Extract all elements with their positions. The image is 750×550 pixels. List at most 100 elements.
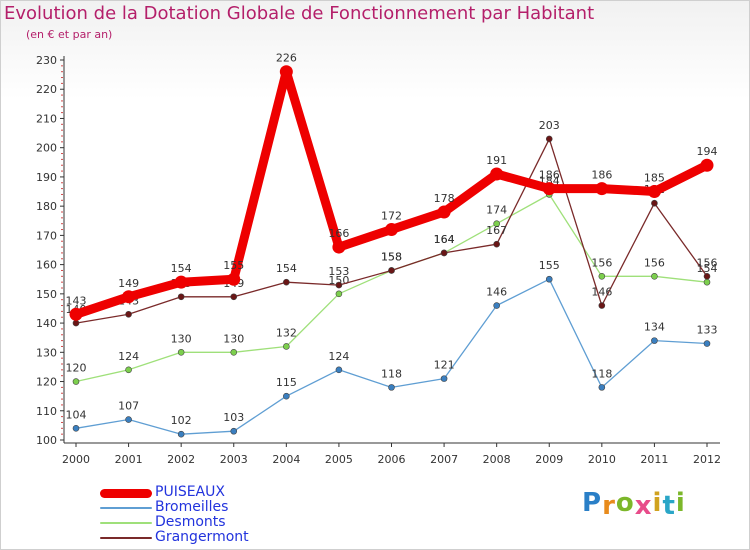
data-point-grangermont xyxy=(703,273,711,280)
data-point-bromeilles xyxy=(177,430,185,438)
data-label-bromeilles: 102 xyxy=(171,414,192,427)
data-point-puiseaux xyxy=(69,307,83,321)
legend-swatch xyxy=(100,537,152,539)
data-label-bromeilles: 118 xyxy=(381,367,402,380)
logo-letter: t xyxy=(662,491,676,521)
y-tick-label: 150 xyxy=(36,288,57,301)
data-label-desmonts: 158 xyxy=(381,250,402,263)
logo-letter: o xyxy=(615,488,635,518)
data-label-grangermont: 167 xyxy=(486,224,507,237)
data-label-bromeilles: 118 xyxy=(591,367,612,380)
data-point-desmonts xyxy=(230,349,238,356)
data-label-bromeilles: 155 xyxy=(539,259,560,272)
data-point-desmonts xyxy=(335,290,343,298)
data-point-puiseaux xyxy=(332,240,346,254)
y-tick-label: 170 xyxy=(36,229,57,242)
x-tick-label: 2004 xyxy=(272,453,300,466)
x-tick-label: 2012 xyxy=(693,453,721,466)
data-label-grangermont: 156 xyxy=(697,256,718,269)
x-tick-label: 2003 xyxy=(220,453,248,466)
data-label-grangermont: 154 xyxy=(276,262,297,275)
data-point-grangermont xyxy=(493,240,500,248)
data-point-grangermont xyxy=(177,293,185,301)
logo-letter: P xyxy=(582,488,603,518)
data-label-grangermont: 158 xyxy=(381,250,402,263)
data-label-puiseaux: 154 xyxy=(171,262,192,275)
data-label-desmonts: 164 xyxy=(434,233,455,246)
data-point-bromeilles xyxy=(703,340,711,347)
y-tick-label: 210 xyxy=(36,112,57,125)
data-label-desmonts: 132 xyxy=(276,326,297,339)
data-point-grangermont xyxy=(545,135,553,143)
data-label-desmonts: 174 xyxy=(486,204,507,217)
x-tick-label: 2008 xyxy=(483,453,511,466)
series-line-bromeilles xyxy=(75,278,708,435)
logo-letter: r xyxy=(602,491,616,521)
data-label-desmonts: 156 xyxy=(591,256,612,269)
data-point-puiseaux xyxy=(490,167,504,181)
data-point-grangermont xyxy=(440,249,448,257)
y-tick-label: 100 xyxy=(36,434,57,447)
proxiti-logo: Proxiti xyxy=(582,488,686,521)
data-label-bromeilles: 146 xyxy=(486,286,507,299)
data-label-puiseaux: 172 xyxy=(381,210,402,223)
data-point-grangermont xyxy=(125,311,132,318)
data-point-grangermont xyxy=(72,319,80,327)
data-point-desmonts xyxy=(703,278,711,286)
legend-label: Desmonts xyxy=(155,514,226,530)
y-tick-label: 130 xyxy=(36,346,57,359)
data-label-bromeilles: 133 xyxy=(697,324,718,337)
data-point-bromeilles xyxy=(545,275,553,283)
data-point-puiseaux xyxy=(279,65,293,79)
data-point-puiseaux xyxy=(174,275,188,289)
data-point-bromeilles xyxy=(651,337,658,344)
y-tick-label: 140 xyxy=(36,317,57,330)
y-tick-label: 160 xyxy=(36,259,57,272)
data-label-puiseaux: 143 xyxy=(66,294,87,307)
logo-letter: i xyxy=(675,488,686,518)
data-label-bromeilles: 104 xyxy=(66,408,87,421)
x-tick-label: 2000 xyxy=(62,453,90,466)
data-point-puiseaux xyxy=(385,223,398,237)
legend-label: PUISEAUX xyxy=(155,484,225,500)
y-tick-label: 120 xyxy=(36,376,57,389)
x-tick-label: 2007 xyxy=(430,453,458,466)
y-tick-label: 180 xyxy=(36,200,57,213)
data-point-bromeilles xyxy=(283,392,290,400)
data-point-grangermont xyxy=(230,293,238,301)
data-label-grangermont: 164 xyxy=(434,233,455,246)
data-point-puiseaux xyxy=(227,272,241,286)
data-label-grangermont: 203 xyxy=(539,119,560,132)
data-point-bromeilles xyxy=(598,384,606,391)
data-label-puiseaux: 166 xyxy=(328,227,349,240)
data-label-grangermont: 146 xyxy=(591,286,612,299)
data-label-puiseaux: 226 xyxy=(276,52,297,65)
data-point-grangermont xyxy=(388,267,395,274)
data-label-puiseaux: 185 xyxy=(644,172,665,185)
x-tick-label: 2011 xyxy=(640,453,668,466)
data-label-bromeilles: 115 xyxy=(276,376,297,389)
data-point-puiseaux xyxy=(437,205,451,219)
legend-swatch xyxy=(100,488,152,498)
data-point-puiseaux xyxy=(542,182,556,196)
chart-subtitle: (en € et par an) xyxy=(26,28,113,41)
y-tick-label: 200 xyxy=(36,142,57,155)
data-point-desmonts xyxy=(283,343,290,350)
data-label-puiseaux: 155 xyxy=(223,259,244,272)
data-point-desmonts xyxy=(598,273,606,280)
data-label-bromeilles: 107 xyxy=(118,400,139,413)
data-point-desmonts xyxy=(177,349,185,356)
y-tick-label: 110 xyxy=(36,405,57,418)
data-label-puiseaux: 178 xyxy=(434,192,455,205)
data-label-bromeilles: 121 xyxy=(434,359,455,372)
data-point-bromeilles xyxy=(493,302,500,309)
logo-letter: x xyxy=(634,491,653,521)
data-point-desmonts xyxy=(651,273,658,280)
data-label-puiseaux: 186 xyxy=(539,169,560,182)
data-label-bromeilles: 134 xyxy=(644,321,665,334)
legend-label: Grangermont xyxy=(155,529,249,545)
x-tick-label: 2001 xyxy=(115,453,143,466)
y-tick-label: 190 xyxy=(36,171,57,184)
x-tick-label: 2002 xyxy=(167,453,195,466)
